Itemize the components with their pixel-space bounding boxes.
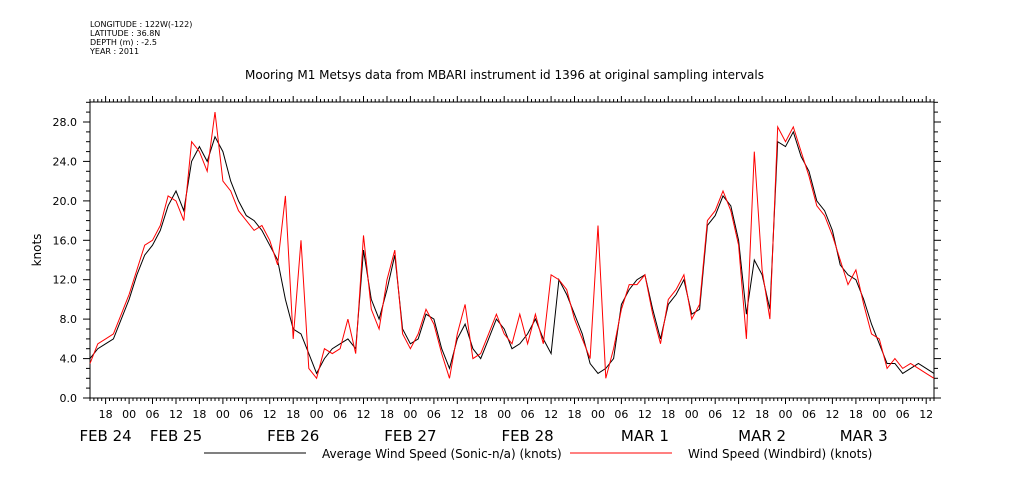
x-tick-label: 18	[192, 408, 206, 421]
legend-label-average: Average Wind Speed (Sonic-n/a) (knots)	[322, 447, 562, 461]
y-axis-label: knots	[30, 234, 44, 267]
x-tick-label: 06	[896, 408, 910, 421]
day-label: FEB 28	[501, 427, 553, 445]
x-tick-label: 18	[99, 408, 113, 421]
x-tick-label: 06	[239, 408, 253, 421]
day-label: FEB 27	[384, 427, 436, 445]
y-tick-label: 4.0	[60, 353, 78, 366]
x-tick-label: 00	[310, 408, 324, 421]
y-tick-label: 8.0	[60, 313, 78, 326]
x-tick-label: 00	[872, 408, 886, 421]
metadata-block: LONGITUDE : 122W(-122) LATITUDE : 36.8N …	[90, 20, 192, 56]
x-tick-label: 06	[521, 408, 535, 421]
x-tick-label: 00	[591, 408, 605, 421]
x-tick-label: 18	[755, 408, 769, 421]
x-tick-label: 06	[802, 408, 816, 421]
y-tick-labels: 0.0 4.0 8.0 12.0 16.0 20.0 24.0 28.0	[53, 116, 78, 405]
x-tick-label: 12	[544, 408, 558, 421]
depth-text: DEPTH (m) : -2.5	[90, 38, 157, 47]
x-tick-label: 12	[638, 408, 652, 421]
x-tick-label: 12	[825, 408, 839, 421]
x-tick-label: 12	[169, 408, 183, 421]
day-label: FEB 24	[79, 427, 131, 445]
x-tick-label: 12	[450, 408, 464, 421]
x-tick-label: 12	[357, 408, 371, 421]
day-label: MAR 2	[738, 427, 786, 445]
latitude-text: LATITUDE : 36.8N	[90, 29, 161, 38]
legend-label-windbird: Wind Speed (Windbird) (knots)	[688, 447, 872, 461]
x-tick-label: 12	[263, 408, 277, 421]
series-line-average-wind	[89, 130, 935, 375]
longitude-text: LONGITUDE : 122W(-122)	[90, 20, 193, 29]
x-tick-label: 06	[708, 408, 722, 421]
x-tick-label: 00	[216, 408, 230, 421]
x-tick-label: 12	[919, 408, 933, 421]
y-tick-label: 12.0	[53, 274, 78, 287]
y-tick-label: 24.0	[53, 155, 78, 168]
y-tick-label: 20.0	[53, 195, 78, 208]
x-tick-label: 00	[497, 408, 511, 421]
x-tick-label: 06	[333, 408, 347, 421]
x-tick-label: 18	[380, 408, 394, 421]
x-tick-label: 00	[685, 408, 699, 421]
x-tick-label: 18	[661, 408, 675, 421]
plot-frame	[89, 101, 935, 399]
day-label: MAR 1	[621, 427, 669, 445]
x-tick-label: 00	[122, 408, 136, 421]
day-label: MAR 3	[840, 427, 888, 445]
year-text: YEAR : 2011	[90, 47, 140, 56]
legend: Average Wind Speed (Sonic-n/a) (knots) W…	[204, 447, 872, 461]
series-line-windbird	[89, 112, 935, 380]
x-tick-label: 00	[403, 408, 417, 421]
x-tick-label: 18	[849, 408, 863, 421]
y-tick-label: 28.0	[53, 116, 78, 129]
day-labels: FEB 24 FEB 25 FEB 26 FEB 27 FEB 28 MAR 1 MAR 2…	[79, 427, 887, 445]
x-tick-label: 00	[779, 408, 793, 421]
day-label: FEB 25	[150, 427, 202, 445]
y-tick-label: 16.0	[53, 234, 78, 247]
day-label: FEB 26	[267, 427, 319, 445]
x-tick-label: 12	[732, 408, 746, 421]
y-tick-label: 0.0	[60, 392, 78, 405]
series-lines	[89, 112, 935, 380]
x-tick-label: 18	[474, 408, 488, 421]
x-tick-label: 06	[427, 408, 441, 421]
x-tick-label: 18	[568, 408, 582, 421]
chart-title: Mooring M1 Metsys data from MBARI instru…	[245, 68, 764, 82]
x-tick-label: 18	[286, 408, 300, 421]
x-tick-label: 06	[614, 408, 628, 421]
x-tick-labels: 18 00 06 12 18 00 06 12 18 00 06 12 18 00 06 12 18 00 06 12…	[99, 408, 934, 421]
x-tick-label: 06	[146, 408, 160, 421]
axis-ticks	[83, 96, 941, 404]
